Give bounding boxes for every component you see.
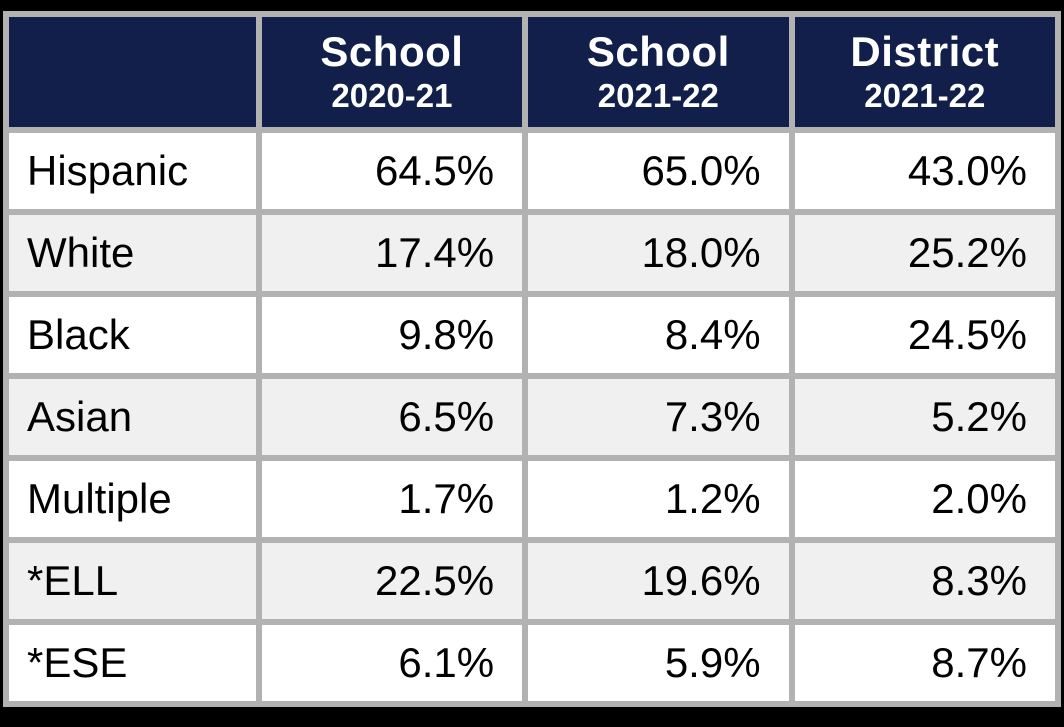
header-cell-district-2021-22: District 2021-22: [794, 17, 1055, 127]
header-row: School 2020-21 School 2021-22 District 2…: [9, 17, 1055, 127]
cell-value: 65.0%: [528, 133, 789, 209]
column-label: District: [850, 28, 1000, 76]
table-row-white: White 17.4% 18.0% 25.2%: [9, 215, 1055, 291]
cell-value: 43.0%: [794, 133, 1055, 209]
cell-value: 2.0%: [794, 461, 1055, 537]
table-row-asian: Asian 6.5% 7.3% 5.2%: [9, 379, 1055, 455]
table-row-ese: *ESE 6.1% 5.9% 8.7%: [9, 625, 1055, 701]
column-sublabel: 2020-21: [331, 77, 453, 115]
header-cell-empty: [9, 17, 256, 127]
table-row-hispanic: Hispanic 64.5% 65.0% 43.0%: [9, 133, 1055, 209]
table-row-black: Black 9.8% 8.4% 24.5%: [9, 297, 1055, 373]
cell-value: 17.4%: [261, 215, 523, 291]
row-label: *ELL: [9, 543, 256, 619]
row-label: Black: [9, 297, 256, 373]
row-label: Multiple: [9, 461, 256, 537]
demographics-table: School 2020-21 School 2021-22 District 2…: [3, 11, 1061, 707]
header-cell-school-2021-22: School 2021-22: [528, 17, 789, 127]
cell-value: 8.4%: [528, 297, 789, 373]
cell-value: 1.7%: [261, 461, 523, 537]
cell-value: 8.7%: [794, 625, 1055, 701]
row-label: Hispanic: [9, 133, 256, 209]
cell-value: 5.9%: [528, 625, 789, 701]
cell-value: 1.2%: [528, 461, 789, 537]
column-sublabel: 2021-22: [864, 77, 986, 115]
cell-value: 8.3%: [794, 543, 1055, 619]
table-row-ell: *ELL 22.5% 19.6% 8.3%: [9, 543, 1055, 619]
cell-value: 18.0%: [528, 215, 789, 291]
cell-value: 5.2%: [794, 379, 1055, 455]
cell-value: 7.3%: [528, 379, 789, 455]
column-label: School: [320, 28, 464, 76]
cell-value: 9.8%: [261, 297, 523, 373]
cell-value: 24.5%: [794, 297, 1055, 373]
cell-value: 6.5%: [261, 379, 523, 455]
row-label: *ESE: [9, 625, 256, 701]
table-row-multiple: Multiple 1.7% 1.2% 2.0%: [9, 461, 1055, 537]
row-label: White: [9, 215, 256, 291]
column-sublabel: 2021-22: [597, 77, 719, 115]
cell-value: 22.5%: [261, 543, 523, 619]
cell-value: 25.2%: [794, 215, 1055, 291]
row-label: Asian: [9, 379, 256, 455]
header-cell-school-2020-21: School 2020-21: [261, 17, 523, 127]
table-header: School 2020-21 School 2021-22 District 2…: [9, 17, 1055, 127]
column-label: School: [586, 28, 730, 76]
cell-value: 19.6%: [528, 543, 789, 619]
table-body: Hispanic 64.5% 65.0% 43.0% White 17.4% 1…: [9, 133, 1055, 701]
cell-value: 64.5%: [261, 133, 523, 209]
cell-value: 6.1%: [261, 625, 523, 701]
